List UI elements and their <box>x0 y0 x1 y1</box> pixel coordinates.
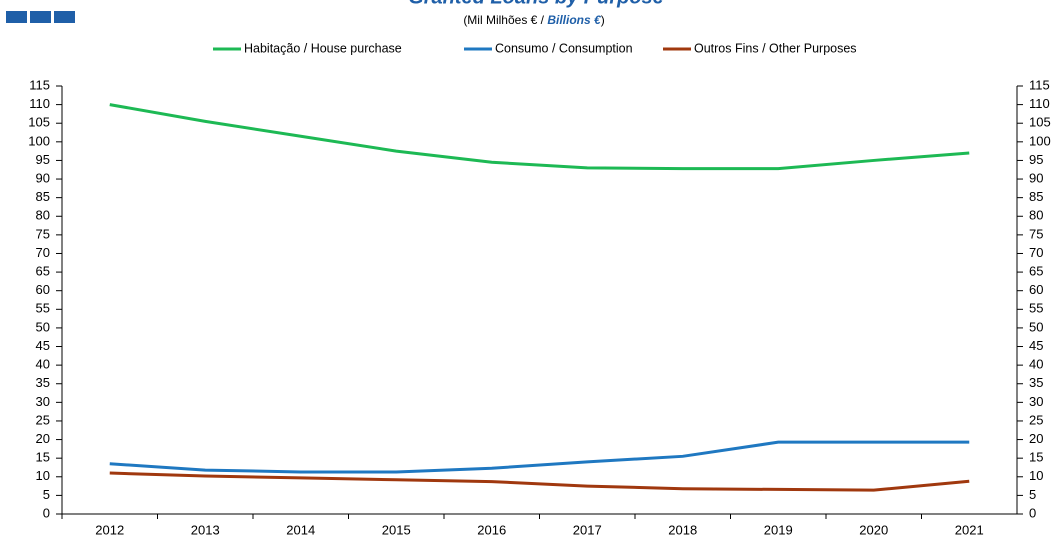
y2-tick-label: 15 <box>1029 450 1043 465</box>
y2-tick-label: 85 <box>1029 189 1043 204</box>
y2-tick-label: 30 <box>1029 394 1043 409</box>
y-tick-label: 90 <box>36 170 50 185</box>
y-tick-label: 25 <box>36 412 50 427</box>
y-tick-label: 30 <box>36 394 50 409</box>
legend-label: Consumo / Consumption <box>495 41 633 55</box>
y-tick-label: 100 <box>28 133 50 148</box>
y-tick-label: 115 <box>29 77 50 92</box>
y2-tick-label: 115 <box>1029 77 1050 92</box>
y2-tick-label: 75 <box>1029 226 1043 241</box>
x-tick-label: 2017 <box>573 522 602 537</box>
y-tick-label: 15 <box>36 450 50 465</box>
chart-subtitle: (Mil Milhões € / Billions €) <box>463 13 604 27</box>
y-tick-label: 75 <box>36 226 50 241</box>
x-tick-label: 2021 <box>955 522 984 537</box>
y2-tick-label: 20 <box>1029 431 1043 446</box>
x-tick-label: 2020 <box>859 522 888 537</box>
y-tick-label: 20 <box>36 431 50 446</box>
logo <box>6 11 75 23</box>
logo-block <box>54 11 75 23</box>
legend-label: Outros Fins / Other Purposes <box>694 41 857 55</box>
y-tick-label: 35 <box>36 375 50 390</box>
y2-tick-label: 65 <box>1029 264 1043 279</box>
y-tick-label: 65 <box>36 264 50 279</box>
y2-tick-label: 5 <box>1029 487 1036 502</box>
x-tick-label: 2014 <box>286 522 315 537</box>
y-tick-label: 0 <box>43 505 50 520</box>
series-line <box>109 471 970 492</box>
legend-label: Habitação / House purchase <box>244 41 402 55</box>
y2-tick-label: 80 <box>1029 208 1043 223</box>
y2-tick-label: 50 <box>1029 319 1043 334</box>
y-tick-label: 50 <box>36 319 50 334</box>
y2-tick-label: 45 <box>1029 338 1043 353</box>
y2-tick-label: 100 <box>1029 133 1051 148</box>
y2-tick-label: 25 <box>1029 412 1043 427</box>
x-tick-label: 2013 <box>191 522 220 537</box>
y2-tick-label: 105 <box>1029 115 1051 130</box>
y-tick-label: 5 <box>43 487 50 502</box>
y2-tick-label: 55 <box>1029 301 1043 316</box>
y-tick-label: 45 <box>36 338 50 353</box>
subtitle-close: ) <box>601 13 605 27</box>
subtitle-en: Billions € <box>547 13 602 27</box>
logo-block <box>6 11 27 23</box>
y-tick-label: 40 <box>36 357 50 372</box>
x-tick-label: 2019 <box>764 522 793 537</box>
y2-tick-label: 0 <box>1029 505 1036 520</box>
y2-tick-label: 35 <box>1029 375 1043 390</box>
y2-tick-label: 40 <box>1029 357 1043 372</box>
y-tick-label: 95 <box>36 152 50 167</box>
x-tick-label: 2012 <box>95 522 124 537</box>
y2-tick-label: 110 <box>1029 96 1050 111</box>
y2-tick-label: 10 <box>1029 468 1043 483</box>
series-line <box>109 440 970 474</box>
y-tick-label: 105 <box>28 115 50 130</box>
y-tick-label: 10 <box>36 468 50 483</box>
y2-tick-label: 90 <box>1029 170 1043 185</box>
x-tick-label: 2016 <box>477 522 506 537</box>
y2-tick-label: 70 <box>1029 245 1043 260</box>
y-tick-label: 85 <box>36 189 50 204</box>
logo-block <box>30 11 51 23</box>
y-tick-label: 70 <box>36 245 50 260</box>
y2-tick-label: 60 <box>1029 282 1043 297</box>
chart-title: Granted Loans by Purpose <box>408 0 664 8</box>
y2-tick-label: 95 <box>1029 152 1043 167</box>
y-tick-label: 55 <box>36 301 50 316</box>
y-tick-label: 110 <box>29 96 50 111</box>
y-tick-label: 60 <box>36 282 50 297</box>
x-tick-label: 2015 <box>382 522 411 537</box>
x-tick-label: 2018 <box>668 522 697 537</box>
subtitle-pt: (Mil Milhões € / <box>463 13 547 27</box>
y-tick-label: 80 <box>36 208 50 223</box>
series-line <box>109 103 970 171</box>
